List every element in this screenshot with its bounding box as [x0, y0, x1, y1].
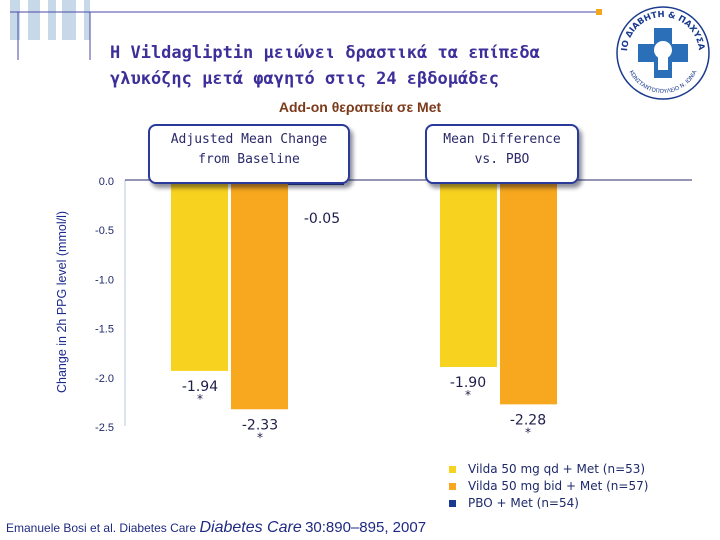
bar-value-label: -1.90 [450, 375, 486, 391]
y-tick-label: -2.5 [95, 422, 114, 434]
bar-value-label: -1.94 [182, 379, 218, 395]
significance-marker: * [197, 392, 203, 406]
citation: Emanuele Bosi et al. Diabetes Care Diabe… [6, 519, 426, 537]
bars [171, 180, 557, 410]
logo-figure-icon [654, 41, 672, 59]
y-tick-label: -2.0 [95, 373, 114, 385]
legend-item: Vilda 50 mg bid + Met (n=57) [449, 478, 648, 495]
y-tick-label: -1.5 [95, 324, 114, 336]
citation-reference: 30:890–895, 2007 [305, 519, 427, 536]
decor-bar [10, 0, 20, 40]
legend-swatch [449, 483, 456, 490]
y-tick-label: -1.0 [95, 274, 114, 286]
panel-label-mean-difference: Mean Difference vs. PBO [425, 124, 579, 184]
legend-swatch [449, 500, 456, 507]
y-tick-label: -0.5 [95, 225, 114, 237]
clinic-logo: ΙΑΤΡΕΙΟ ΔΙΑΒΗΤΗ & ΠΑΧΥΣΑΡΚΙΑΣ ΚΩΝΣΤΑΝΤΟΠ… [614, 4, 710, 100]
slide-title-line2: γλυκόζης μετά φαγητό στις 24 εβδομάδες [110, 69, 499, 89]
panel-label-line1: Mean Difference [443, 132, 561, 147]
legend-label: Vilda 50 mg bid + Met (n=57) [468, 479, 649, 493]
bar [171, 180, 228, 371]
decor-dot [596, 9, 602, 15]
panel-label-line2: vs. PBO [474, 152, 530, 167]
slide-title: Η Vildagliptin μειώνει δραστικά τα επίπε… [110, 40, 610, 92]
legend: Vilda 50 mg qd + Met (n=53) Vilda 50 mg … [449, 461, 648, 512]
citation-journal: Diabetes Care [199, 519, 302, 536]
bar [500, 180, 557, 405]
bar [440, 180, 497, 367]
value-labels: -1.94*-2.33*-0.05-1.90*-2.28* [182, 211, 546, 444]
decor-bar [84, 0, 90, 40]
citation-authors: Emanuele Bosi et al. Diabetes Care [6, 521, 197, 535]
decor-bar [48, 0, 56, 40]
panel-label-line1: Adjusted Mean Change [170, 132, 328, 147]
slide-subtitle: Add-on θεραπεία σε Met [278, 99, 442, 115]
significance-marker: * [525, 425, 531, 439]
legend-swatch [449, 466, 456, 473]
legend-item: PBO + Met (n=54) [449, 495, 648, 512]
legend-label: Vilda 50 mg qd + Met (n=53) [468, 462, 646, 476]
decor-bar [62, 0, 76, 40]
significance-marker: * [465, 388, 471, 402]
legend-item: Vilda 50 mg qd + Met (n=53) [449, 461, 648, 478]
significance-marker: * [257, 430, 263, 444]
bar-value-label: -2.28 [510, 412, 546, 428]
slide-title-line1: Η Vildagliptin μειώνει δραστικά τα επίπε… [110, 43, 540, 63]
decor-bar [28, 0, 40, 40]
bar [231, 180, 288, 410]
bar-value-label: -2.33 [242, 417, 278, 433]
logo-figure-icon [658, 56, 668, 70]
panel-label-adjusted-mean-change: Adjusted Mean Change from Baseline [148, 124, 350, 184]
y-tick-label: 0.0 [99, 176, 114, 188]
header-decoration [10, 0, 602, 60]
bar-value-label: -0.05 [304, 211, 340, 227]
legend-label: PBO + Met (n=54) [468, 496, 579, 510]
panel-label-line2: from Baseline [198, 152, 300, 167]
